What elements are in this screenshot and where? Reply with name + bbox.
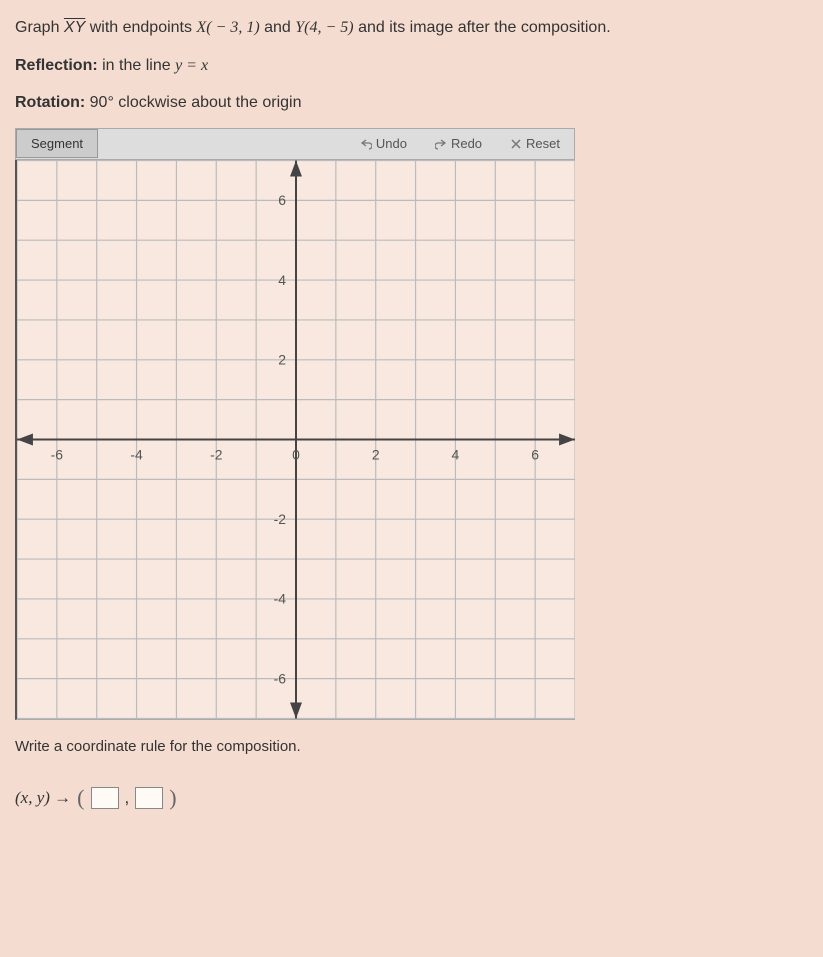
svg-text:2: 2: [278, 351, 286, 367]
redo-icon: [435, 138, 447, 150]
point-y: Y(4, − 5): [295, 19, 353, 36]
text-prefix: Graph: [15, 19, 64, 36]
instruction-text: Write a coordinate rule for the composit…: [15, 738, 808, 755]
undo-button[interactable]: Undo: [346, 130, 421, 157]
problem-statement: Graph XY with endpoints X( − 3, 1) and Y…: [15, 15, 808, 41]
close-paren: ): [169, 785, 176, 811]
reset-label: Reset: [526, 136, 560, 151]
rule-input-y[interactable]: [135, 787, 163, 809]
point-x: X( − 3, 1): [196, 19, 259, 36]
redo-label: Redo: [451, 136, 482, 151]
reset-button[interactable]: Reset: [496, 130, 574, 157]
graph-toolbar: Segment Undo Redo Reset: [15, 128, 575, 160]
text-mid2: and: [260, 19, 296, 36]
text-mid1: with endpoints: [85, 19, 196, 36]
rotation-text: 90° clockwise about the origin: [85, 94, 301, 111]
rule-input-x[interactable]: [91, 787, 119, 809]
undo-icon: [360, 138, 372, 150]
svg-text:-6: -6: [274, 670, 287, 686]
svg-text:-2: -2: [210, 446, 223, 462]
undo-label: Undo: [376, 136, 407, 151]
reset-icon: [510, 138, 522, 150]
coordinate-rule-row: (x, y) → ( , ): [15, 785, 808, 811]
graph-svg: -6 -6 -4 -4 -2 -2 0 2 2 4 4 6 6: [17, 160, 575, 719]
reflection-label: Reflection:: [15, 57, 98, 74]
text-suffix: and its image after the composition.: [354, 19, 611, 36]
comma: ,: [125, 788, 130, 808]
coordinate-graph[interactable]: -6 -6 -4 -4 -2 -2 0 2 2 4 4 6 6: [15, 160, 575, 720]
rotation-line: Rotation: 90° clockwise about the origin: [15, 90, 808, 116]
reflection-eq: y = x: [175, 57, 208, 74]
svg-text:6: 6: [531, 446, 539, 462]
segment-tool-button[interactable]: Segment: [16, 129, 98, 158]
svg-text:4: 4: [278, 272, 286, 288]
svg-text:-4: -4: [274, 590, 287, 606]
redo-button[interactable]: Redo: [421, 130, 496, 157]
svg-text:2: 2: [372, 446, 380, 462]
graph-axes: [17, 160, 575, 718]
rule-lhs: (x, y) →: [15, 788, 71, 808]
svg-text:-4: -4: [130, 446, 143, 462]
svg-text:-6: -6: [51, 446, 64, 462]
reflection-line: Reflection: in the line y = x: [15, 53, 808, 79]
reflection-text: in the line: [98, 57, 175, 74]
segment-xy: XY: [64, 19, 85, 36]
segment-tool-label: Segment: [31, 136, 83, 151]
svg-text:6: 6: [278, 192, 286, 208]
svg-text:-2: -2: [274, 511, 287, 527]
svg-text:0: 0: [292, 446, 300, 462]
open-paren: (: [77, 785, 84, 811]
rotation-label: Rotation:: [15, 94, 85, 111]
svg-text:4: 4: [452, 446, 460, 462]
